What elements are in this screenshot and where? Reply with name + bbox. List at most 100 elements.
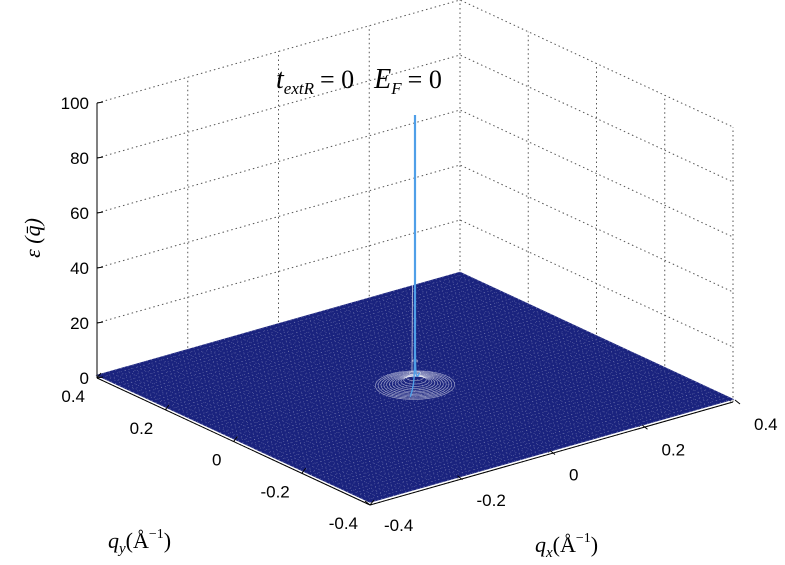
peak-ring — [380, 372, 450, 398]
mesh-line-x — [128, 286, 492, 391]
surface-base — [95, 271, 735, 503]
title-t-sub: extR — [284, 79, 315, 98]
mesh-line-x — [338, 384, 702, 488]
y-label-unit: (Å — [126, 528, 149, 553]
mesh-line-x — [356, 392, 720, 497]
peak-ring — [408, 370, 422, 376]
mesh-line-x — [160, 301, 524, 406]
x-tick-label: 0.4 — [754, 415, 778, 434]
peak-ring — [397, 375, 433, 389]
x-label-exp: −1 — [576, 531, 591, 546]
mesh-line-x — [278, 356, 643, 461]
mesh-line-x — [301, 367, 665, 471]
mesh-line-x — [369, 398, 734, 503]
peak-ring — [406, 374, 424, 382]
mesh-line-x — [142, 293, 506, 397]
mesh-line-x — [242, 339, 606, 444]
peak-ring — [386, 373, 444, 395]
x-tick — [734, 399, 741, 405]
mesh-line-x — [146, 295, 511, 399]
peak-ring — [389, 374, 441, 394]
mesh-line-x — [187, 314, 552, 418]
surface-layer — [95, 114, 735, 503]
mesh-line-x — [274, 354, 638, 459]
z-tick-label: 100 — [61, 94, 89, 113]
z-tick-label: 80 — [70, 149, 89, 168]
peak-ring — [377, 371, 453, 399]
title-e-sub: F — [390, 79, 402, 98]
mesh-line-x — [333, 382, 697, 486]
mesh-line-x — [96, 271, 461, 376]
title-eq1: = 0 — [320, 65, 354, 94]
mesh-line-x — [319, 375, 684, 480]
mesh-line-x — [133, 288, 497, 393]
y-tick — [233, 436, 238, 442]
title-t: t — [276, 64, 285, 95]
mesh-line-x — [178, 310, 542, 414]
y-tick-label: 0.2 — [130, 419, 154, 438]
y-tick-label: 0.4 — [61, 387, 85, 406]
mesh-line-x — [156, 299, 520, 404]
mesh-line-x — [251, 343, 615, 448]
title-eq2: = 0 — [408, 65, 442, 94]
chart-title: textR = 0 EF = 0 — [276, 64, 442, 98]
y-label-close: ) — [164, 528, 171, 553]
mesh-line-x — [310, 371, 674, 476]
x-tick-label: 0.2 — [662, 440, 686, 459]
front-right-axis-line — [369, 401, 734, 506]
y-label-sub: y — [117, 541, 126, 557]
x-axis-label: qx(Å−1) — [535, 531, 598, 561]
x-label-unit: (Å — [553, 532, 576, 557]
z-tick — [96, 156, 104, 159]
z-tick — [96, 211, 104, 214]
x-tick — [457, 475, 463, 481]
peak-ring — [374, 370, 456, 400]
title-e: E — [373, 64, 391, 95]
y-axis-label: qy(Å−1) — [108, 527, 171, 557]
y-tick — [164, 404, 170, 411]
mesh-line-x — [328, 379, 693, 484]
x-tick — [549, 450, 556, 455]
mesh-line-x — [365, 396, 729, 501]
mesh-line-x — [106, 276, 470, 380]
y-tick — [96, 372, 102, 379]
peak-ring — [394, 375, 436, 391]
x-label-q: q — [535, 532, 546, 557]
mesh-line-x — [165, 303, 529, 408]
mesh-line-x — [192, 316, 556, 420]
x-tick — [642, 424, 648, 430]
mesh-line-x — [228, 333, 593, 437]
z-tick-label: 40 — [70, 259, 89, 278]
mesh-line-x — [174, 307, 538, 412]
z-tick-label: 20 — [70, 314, 89, 333]
x-label-sub: x — [545, 545, 553, 561]
tick-layer: 0 20 40 60 80 100 -0.4 -0.2 0 0.2 0.4 -0.4 -0.2 0 0.2 0… — [61, 94, 778, 535]
mesh-line-x — [265, 350, 629, 454]
mesh-line-x — [306, 369, 670, 473]
mesh-line-x — [183, 312, 547, 416]
x-tick-label: -0.2 — [477, 491, 506, 510]
mesh-line-x — [119, 282, 483, 387]
mesh-line-x — [351, 390, 715, 495]
mesh-line-x — [283, 358, 647, 463]
z-tick — [96, 376, 104, 379]
mesh-line-x — [297, 365, 661, 469]
mesh-line-x — [110, 278, 474, 382]
y-tick-label: -0.4 — [329, 514, 358, 533]
mesh-line-x — [237, 337, 602, 442]
y-tick-label: 0 — [212, 451, 221, 470]
mesh-line-x — [206, 322, 570, 427]
mesh-line-x — [269, 352, 633, 456]
x-tick-label: 0 — [569, 466, 578, 485]
mesh-line-x — [115, 280, 479, 385]
mesh-line-x — [197, 318, 561, 423]
mesh-line-x — [324, 377, 688, 482]
y-tick — [301, 467, 307, 474]
mesh-line-x — [233, 335, 597, 440]
mesh-line-x — [137, 291, 502, 395]
mesh-line-x — [360, 394, 724, 499]
mesh-line-x — [347, 388, 711, 492]
mesh-line-x — [151, 297, 515, 401]
mesh-line-x — [292, 362, 656, 467]
